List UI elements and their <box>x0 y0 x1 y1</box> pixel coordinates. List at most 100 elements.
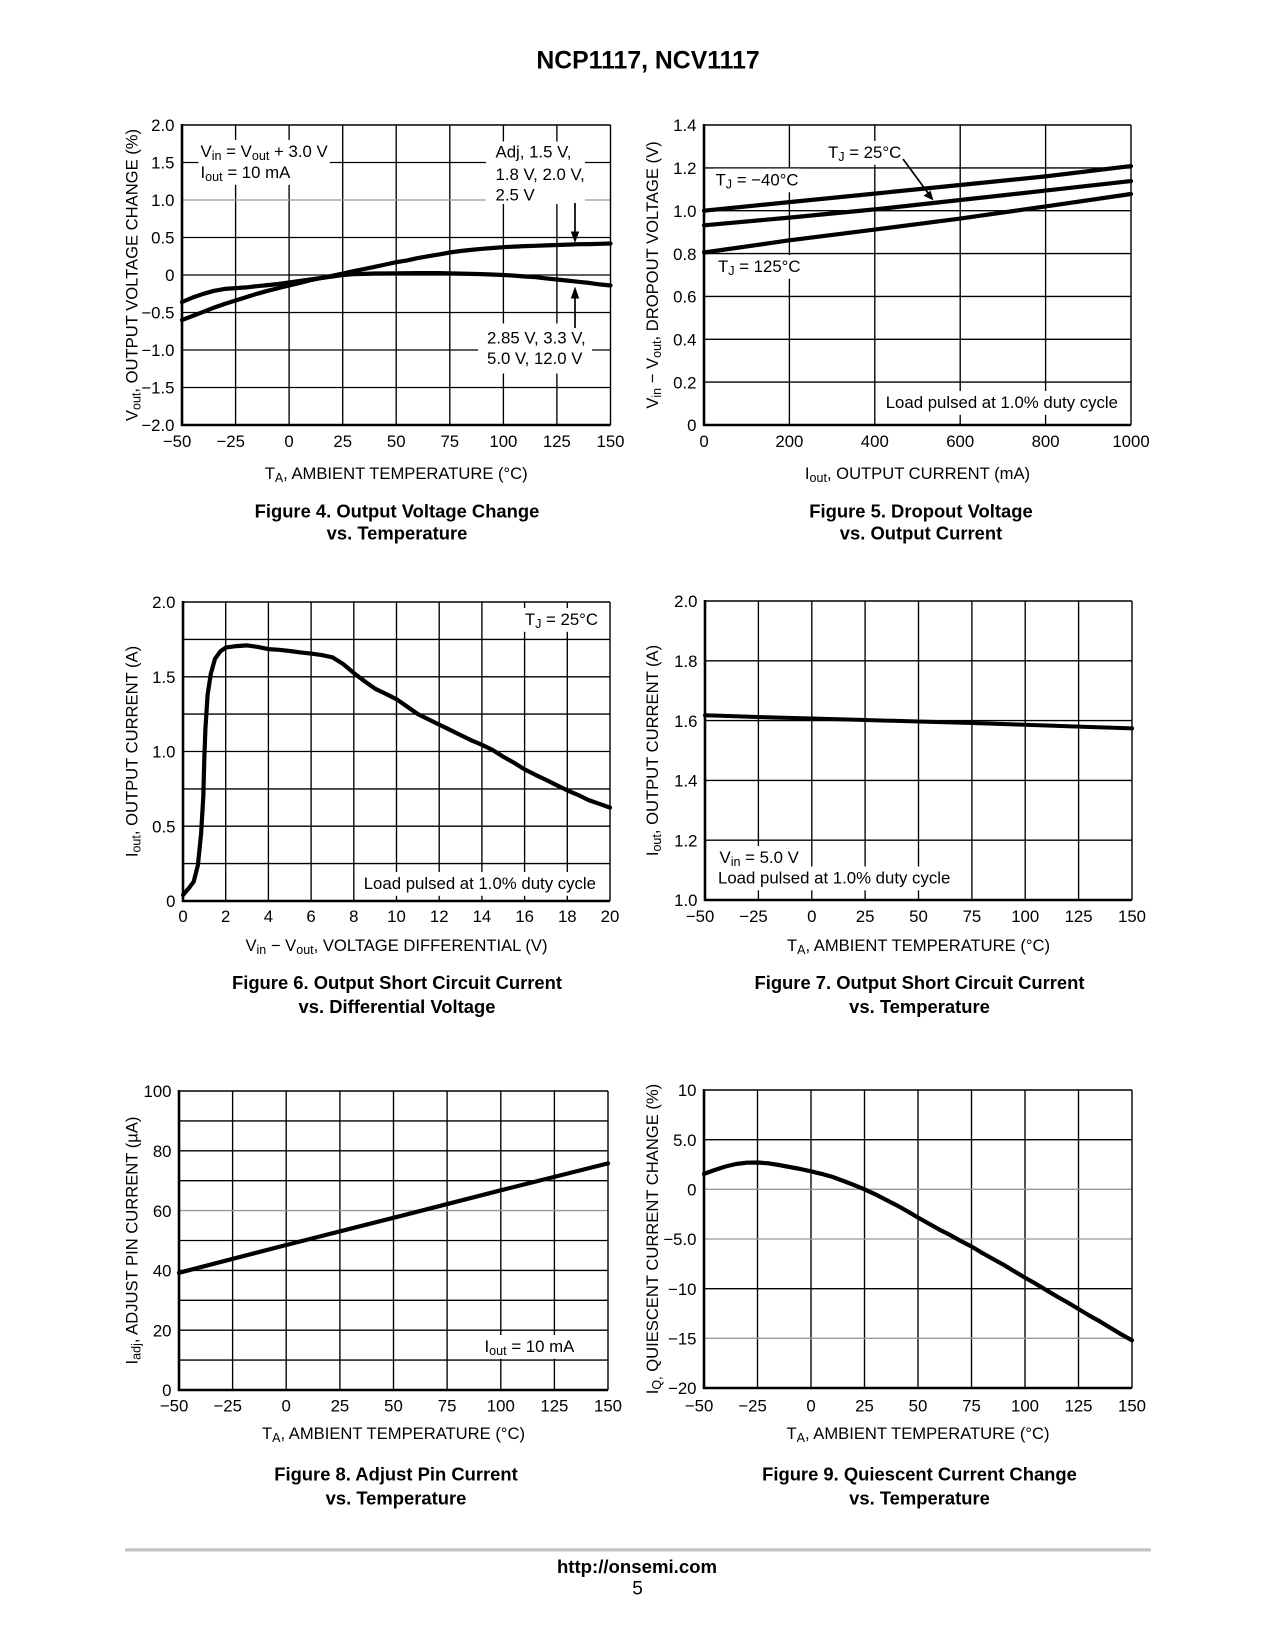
svg-text:Figure 4. Output Voltage Chang: Figure 4. Output Voltage Change <box>255 501 540 522</box>
svg-text:0: 0 <box>284 432 293 451</box>
svg-text:5: 5 <box>632 1579 643 1600</box>
svg-text:TJ​ = 25°C: TJ​ = 25°C <box>828 143 901 164</box>
svg-text:60: 60 <box>153 1202 172 1221</box>
svg-text:NCP1117, NCV1117: NCP1117, NCV1117 <box>536 48 759 75</box>
svg-text:150: 150 <box>594 1397 622 1416</box>
svg-text:2.5 V: 2.5 V <box>496 186 536 205</box>
svg-text:vs. Temperature: vs. Temperature <box>849 1488 990 1509</box>
svg-text:−1.0: −1.0 <box>141 341 174 360</box>
svg-text:16: 16 <box>515 907 534 926</box>
svg-text:1.6: 1.6 <box>674 712 697 731</box>
svg-text:75: 75 <box>440 432 459 451</box>
svg-text:TA​, AMBIENT TEMPERATURE (°C): TA​, AMBIENT TEMPERATURE (°C) <box>787 936 1050 957</box>
svg-text:800: 800 <box>1032 432 1060 451</box>
svg-text:1.8 V, 2.0 V,: 1.8 V, 2.0 V, <box>496 165 585 184</box>
svg-text:100: 100 <box>144 1082 172 1101</box>
svg-text:Vin​ − Vout​, VOLTAGE DIFFEREN: Vin​ − Vout​, VOLTAGE DIFFERENTIAL (V) <box>245 936 547 957</box>
svg-text:−50: −50 <box>685 1397 713 1416</box>
svg-text:Vin​ = Vout​ + 3.0 V: Vin​ = Vout​ + 3.0 V <box>201 142 329 163</box>
svg-text:125: 125 <box>543 432 571 451</box>
svg-text:0: 0 <box>807 907 816 926</box>
svg-text:25: 25 <box>331 1397 350 1416</box>
svg-text:75: 75 <box>962 1397 981 1416</box>
svg-text:−25: −25 <box>739 907 767 926</box>
svg-text:1.2: 1.2 <box>673 159 696 178</box>
svg-text:75: 75 <box>963 907 982 926</box>
svg-text:0: 0 <box>178 907 187 926</box>
svg-text:1000: 1000 <box>1112 432 1149 451</box>
svg-text:20: 20 <box>601 907 620 926</box>
svg-text:1.0: 1.0 <box>151 191 174 210</box>
svg-text:50: 50 <box>909 907 928 926</box>
svg-text:Figure 6. Output Short Circuit: Figure 6. Output Short Circuit Current <box>232 972 562 993</box>
svg-text:0.5: 0.5 <box>151 229 174 248</box>
svg-text:50: 50 <box>387 432 406 451</box>
svg-text:0: 0 <box>165 266 174 285</box>
svg-text:TA​, AMBIENT TEMPERATURE (°C): TA​, AMBIENT TEMPERATURE (°C) <box>262 1424 525 1445</box>
svg-text:0: 0 <box>162 1381 171 1400</box>
svg-text:0: 0 <box>687 416 696 435</box>
svg-text:25: 25 <box>333 432 352 451</box>
svg-text:Adj, 1.5 V,: Adj, 1.5 V, <box>496 143 572 162</box>
svg-text:1.0: 1.0 <box>674 891 697 910</box>
svg-text:0.8: 0.8 <box>673 245 696 264</box>
svg-text:25: 25 <box>856 907 875 926</box>
svg-text:Iout​, OUTPUT CURRENT (A): Iout​, OUTPUT CURRENT (A) <box>643 645 664 856</box>
svg-text:vs. Temperature: vs. Temperature <box>326 1488 467 1509</box>
svg-text:2: 2 <box>221 907 230 926</box>
svg-text:40: 40 <box>153 1262 172 1281</box>
svg-text:−2.0: −2.0 <box>141 416 174 435</box>
svg-text:2.0: 2.0 <box>151 116 174 135</box>
svg-text:−50: −50 <box>160 1397 188 1416</box>
svg-text:−0.5: −0.5 <box>141 304 174 323</box>
svg-text:12: 12 <box>430 907 449 926</box>
svg-text:Iadj​, ADJUST PIN CURRENT (µA): Iadj​, ADJUST PIN CURRENT (µA) <box>123 1117 144 1365</box>
svg-text:80: 80 <box>153 1142 172 1161</box>
svg-text:5.0: 5.0 <box>673 1131 696 1150</box>
svg-text:0.4: 0.4 <box>673 331 696 350</box>
svg-text:100: 100 <box>489 432 517 451</box>
svg-text:5.0 V, 12.0 V: 5.0 V, 12.0 V <box>487 349 583 368</box>
svg-text:0.5: 0.5 <box>152 818 175 837</box>
svg-text:1.4: 1.4 <box>673 116 696 135</box>
svg-text:Iout​, OUTPUT CURRENT (mA): Iout​, OUTPUT CURRENT (mA) <box>805 464 1030 485</box>
svg-text:Load pulsed at 1.0% duty cycle: Load pulsed at 1.0% duty cycle <box>886 393 1118 412</box>
svg-text:Vin​ = 5.0 V: Vin​ = 5.0 V <box>720 848 800 869</box>
svg-text:50: 50 <box>909 1397 928 1416</box>
svg-text:50: 50 <box>384 1397 403 1416</box>
svg-text:Iout​ = 10 mA: Iout​ = 10 mA <box>201 163 292 184</box>
svg-text:2.85 V, 3.3 V,: 2.85 V, 3.3 V, <box>487 329 586 348</box>
svg-text:14: 14 <box>473 907 492 926</box>
svg-text:Figure 5. Dropout Voltage: Figure 5. Dropout Voltage <box>809 501 1032 522</box>
svg-text:Vin​ − Vout​, DROPOUT VOLTAGE: Vin​ − Vout​, DROPOUT VOLTAGE (V) <box>643 141 664 408</box>
svg-text:125: 125 <box>1065 907 1093 926</box>
svg-text:TA​, AMBIENT TEMPERATURE (°C): TA​, AMBIENT TEMPERATURE (°C) <box>787 1424 1050 1445</box>
svg-text:0: 0 <box>806 1397 815 1416</box>
svg-text:Vout​, OUTPUT VOLTAGE CHANGE (: Vout​, OUTPUT VOLTAGE CHANGE (%) <box>123 129 144 421</box>
svg-text:0: 0 <box>282 1397 291 1416</box>
svg-text:vs. Temperature: vs. Temperature <box>849 996 990 1017</box>
svg-text:6: 6 <box>306 907 315 926</box>
svg-text:−5.0: −5.0 <box>663 1230 696 1249</box>
svg-text:20: 20 <box>153 1321 172 1340</box>
svg-text:1.2: 1.2 <box>674 831 697 850</box>
svg-text:TJ​ = −40°C: TJ​ = −40°C <box>716 171 799 192</box>
svg-text:18: 18 <box>558 907 577 926</box>
svg-text:1.0: 1.0 <box>673 202 696 221</box>
svg-text:−25: −25 <box>216 432 244 451</box>
svg-text:150: 150 <box>1118 1397 1146 1416</box>
svg-text:2.0: 2.0 <box>674 592 697 611</box>
svg-text:10: 10 <box>387 907 406 926</box>
svg-text:TA​, AMBIENT TEMPERATURE (°C): TA​, AMBIENT TEMPERATURE (°C) <box>265 464 528 485</box>
svg-text:−20: −20 <box>668 1379 696 1398</box>
svg-text:2.0: 2.0 <box>152 593 175 612</box>
svg-text:−15: −15 <box>668 1330 696 1349</box>
svg-text:100: 100 <box>487 1397 515 1416</box>
svg-text:TJ​ = 25°C: TJ​ = 25°C <box>525 610 598 631</box>
svg-text:400: 400 <box>861 432 889 451</box>
svg-text:125: 125 <box>1065 1397 1093 1416</box>
svg-text:TJ​ = 125°C: TJ​ = 125°C <box>718 257 801 278</box>
svg-text:Iout​ = 10 mA: Iout​ = 10 mA <box>485 1337 576 1358</box>
svg-text:Iout​, OUTPUT CURRENT (A): Iout​, OUTPUT CURRENT (A) <box>123 646 144 857</box>
svg-text:−10: −10 <box>668 1280 696 1299</box>
